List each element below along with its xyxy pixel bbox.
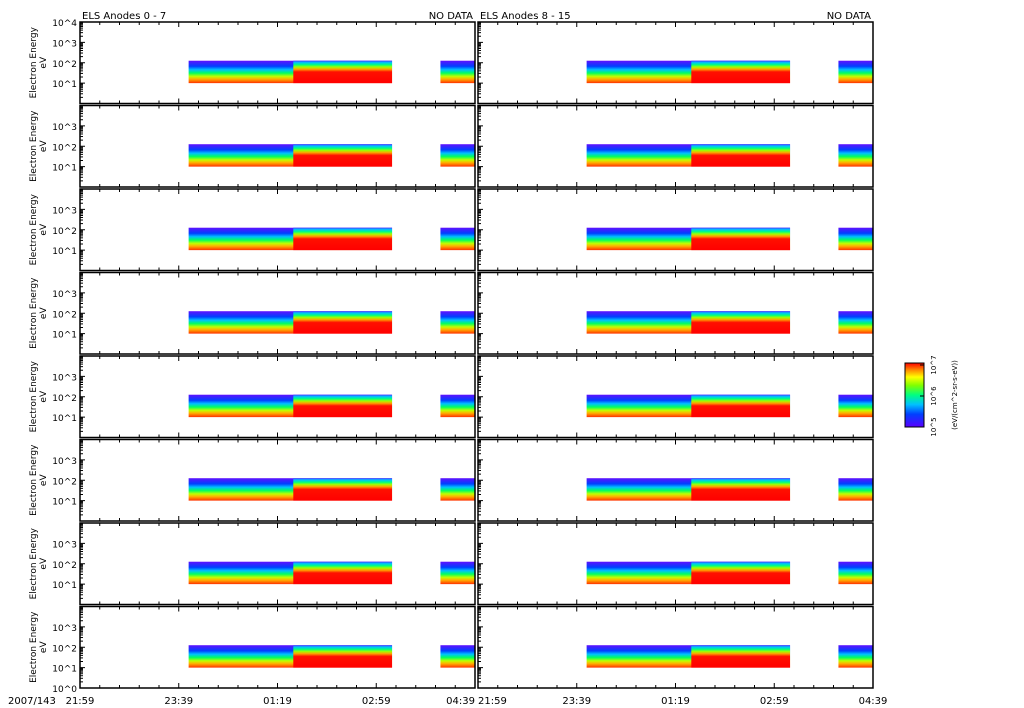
spectrogram-segment: [838, 311, 873, 334]
y-tick-label: 10^2: [52, 143, 77, 153]
spectrogram-segment: [440, 311, 475, 334]
x-tick-label: 21:59: [66, 696, 95, 707]
spectrogram-hot-region: [293, 60, 393, 84]
y-tick-label: 10^3: [52, 39, 77, 49]
x-tick-label: 02:59: [760, 696, 789, 707]
y-tick-label: 10^3: [52, 373, 77, 383]
date-label: 2007/143: [8, 696, 56, 707]
spectrogram-hot-region: [691, 311, 791, 334]
y-tick-label: 10^1: [52, 581, 77, 591]
spectrogram-segment: [838, 144, 873, 167]
spectrogram-segment: [838, 478, 873, 501]
y-axis-units: eV: [39, 56, 49, 69]
x-tick-label: 21:59: [478, 696, 507, 707]
spectrogram-segment: [838, 394, 873, 418]
x-tick-label: 01:19: [263, 696, 292, 707]
x-tick-label: 01:19: [661, 696, 690, 707]
y-tick-label: 10^1: [52, 164, 77, 174]
spectrogram-segment: [440, 227, 475, 251]
y-axis-units: eV: [39, 641, 49, 654]
spectrogram-segment: [838, 227, 873, 251]
no-data-label: NO DATA: [429, 11, 473, 22]
y-tick-label: 10^2: [52, 60, 77, 70]
spectrogram-hot-region: [691, 645, 791, 668]
spectrogram-hot-region: [691, 144, 791, 167]
x-tick-label: 04:39: [859, 696, 888, 707]
y-axis-label: Electron Energy: [29, 193, 39, 265]
y-tick-label: 10^3: [52, 290, 77, 300]
y-axis-label: Electron Energy: [29, 26, 39, 98]
y-tick-label: 10^0: [52, 685, 77, 695]
spectrogram-hot-region: [293, 311, 393, 334]
spectrogram-hot-region: [691, 561, 791, 585]
colorbar-label: (eV/(cm^2-sr-s-eV)): [951, 360, 959, 430]
spectrogram-segment: [440, 478, 475, 501]
x-tick-label: 23:39: [562, 696, 591, 707]
column-title: ELS Anodes 0 - 7: [82, 11, 166, 22]
y-tick-label: 10^1: [52, 498, 77, 508]
y-axis-label: Electron Energy: [29, 527, 39, 599]
colorbar-tick-label: 10^7: [930, 355, 938, 374]
y-tick-label: 10^2: [52, 394, 77, 404]
spectrogram-hot-region: [293, 144, 393, 167]
spectrogram-segment: [838, 645, 873, 668]
spectrogram-segment: [838, 561, 873, 585]
x-tick-label: 04:39: [446, 696, 475, 707]
x-tick-label: 02:59: [362, 696, 391, 707]
y-tick-label: 10^1: [52, 414, 77, 424]
y-axis-units: eV: [39, 307, 49, 320]
spectrogram-hot-region: [293, 394, 393, 418]
spectrogram-segment: [440, 144, 475, 167]
y-axis-label: Electron Energy: [29, 611, 39, 683]
y-axis-label: Electron Energy: [29, 110, 39, 182]
y-tick-label: 10^2: [52, 310, 77, 320]
spectrogram-hot-region: [691, 60, 791, 84]
spectrogram-hot-region: [691, 227, 791, 251]
y-axis-units: eV: [39, 140, 49, 153]
y-axis-units: eV: [39, 474, 49, 487]
y-axis-label: Electron Energy: [29, 360, 39, 432]
spectrogram-hot-region: [293, 645, 393, 668]
y-tick-label: 10^3: [52, 624, 77, 634]
y-axis-units: eV: [39, 390, 49, 403]
spectrogram-segment: [440, 561, 475, 585]
spectrogram-hot-region: [293, 478, 393, 501]
y-tick-label: 10^3: [52, 457, 77, 467]
no-data-label: NO DATA: [827, 11, 871, 22]
colorbar-tick-label: 10^5: [930, 417, 938, 436]
spectrogram-segment: [440, 645, 475, 668]
y-tick-label: 10^3: [52, 123, 77, 133]
spectrogram-segment: [440, 60, 475, 84]
y-axis-units: eV: [39, 223, 49, 236]
y-tick-label: 10^1: [52, 331, 77, 341]
y-tick-label: 10^2: [52, 477, 77, 487]
spectrogram-hot-region: [293, 227, 393, 251]
colorbar: [904, 362, 925, 428]
spectrogram-segment: [440, 394, 475, 418]
y-tick-label: 10^3: [52, 206, 77, 216]
x-tick-label: 23:39: [164, 696, 193, 707]
y-tick-label: 10^3: [52, 540, 77, 550]
y-tick-label: 10^4: [52, 19, 77, 29]
spectrogram-hot-region: [691, 394, 791, 418]
y-axis-units: eV: [39, 557, 49, 570]
y-axis-label: Electron Energy: [29, 444, 39, 516]
column-title: ELS Anodes 8 - 15: [480, 11, 571, 22]
y-tick-label: 10^2: [52, 644, 77, 654]
colorbar-tick-label: 10^6: [930, 386, 938, 406]
y-axis-label: Electron Energy: [29, 277, 39, 349]
y-tick-label: 10^2: [52, 561, 77, 571]
y-tick-label: 10^2: [52, 227, 77, 237]
spectrogram-hot-region: [691, 478, 791, 501]
spectrogram-hot-region: [293, 561, 393, 585]
y-tick-label: 10^1: [52, 80, 77, 90]
y-tick-label: 10^1: [52, 665, 77, 675]
y-tick-label: 10^1: [52, 247, 77, 257]
spectrogram-segment: [838, 60, 873, 84]
